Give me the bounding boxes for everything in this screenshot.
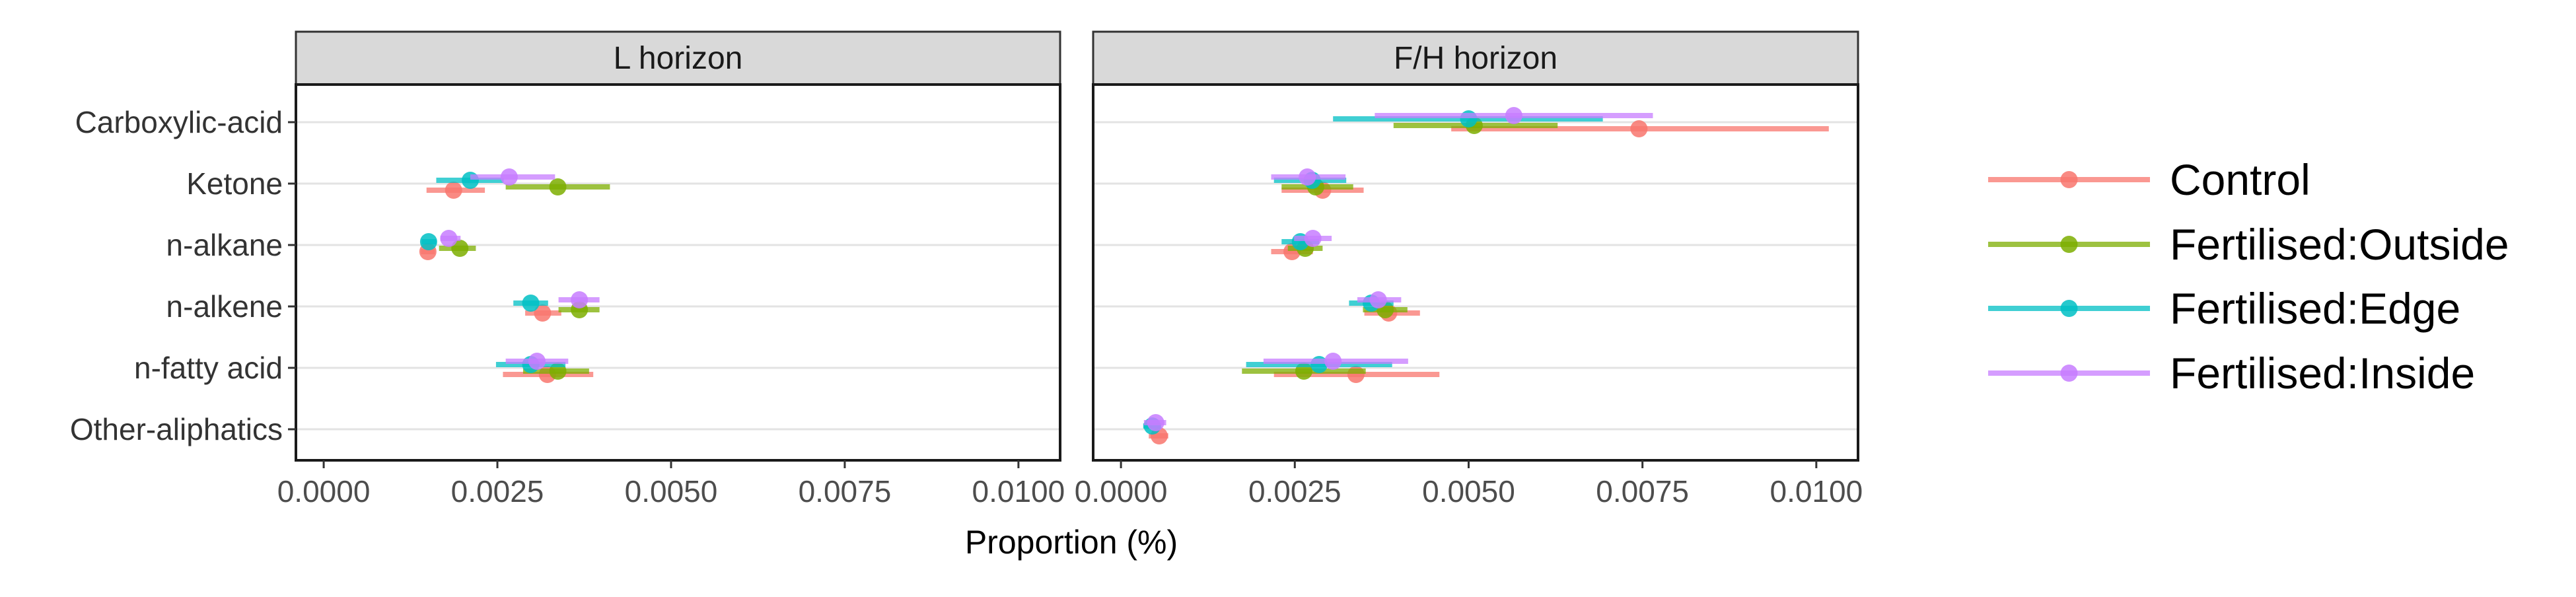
- category-label: Other-aliphatics: [70, 412, 283, 446]
- category-label: Carboxylic-acid: [75, 105, 283, 139]
- point-fertilised-edge: [1460, 110, 1478, 127]
- point-fertilised-inside: [1369, 291, 1387, 308]
- strip-background: [295, 30, 1061, 86]
- point-fertilised-edge: [419, 233, 437, 250]
- point-fertilised-edge: [522, 295, 540, 312]
- legend-item-fertilised-outside: Fertilised:Outside: [1988, 220, 2509, 269]
- panels: L horizon F/H horizon: [295, 30, 1859, 462]
- x-tick-label: 0.0025: [451, 474, 544, 509]
- point-fertilised-inside: [440, 230, 458, 247]
- point-control: [534, 304, 552, 322]
- y-axis: Carboxylic-acid Ketone n-alkane n-alkene n-f…: [70, 105, 296, 446]
- point-fertilised-inside: [571, 291, 589, 308]
- legend: Control Fertilised:Outside Fertilised:Edge…: [1988, 155, 2509, 398]
- x-tick-label: 0.0025: [1248, 474, 1342, 509]
- plot-area: [296, 85, 1060, 460]
- point-fertilised-inside: [1324, 353, 1342, 370]
- legend-item-fertilised-inside: Fertilised:Inside: [1988, 349, 2475, 398]
- category-label: n-alkene: [166, 289, 283, 324]
- x-tick-label: 0.0100: [1770, 474, 1863, 509]
- point-fertilised-outside: [451, 240, 469, 257]
- point-fertilised-inside: [528, 353, 546, 370]
- x-tick-label: 0.0075: [799, 474, 892, 509]
- point-fertilised-inside: [500, 168, 518, 186]
- legend-swatch-point: [2060, 171, 2078, 188]
- legend-label: Fertilised:Edge: [2170, 284, 2460, 333]
- point-fertilised-outside: [549, 178, 567, 195]
- point-fertilised-edge: [462, 172, 480, 189]
- strip-background: [1092, 30, 1859, 86]
- x-axis-title: Proportion (%): [965, 524, 1178, 561]
- plot-area: [1093, 85, 1858, 460]
- panel-l-horizon: L horizon: [295, 30, 1061, 462]
- point-control: [1630, 120, 1648, 137]
- legend-label: Fertilised:Outside: [2170, 220, 2509, 269]
- legend-item-fertilised-edge: Fertilised:Edge: [1988, 284, 2460, 333]
- x-tick-label: 0.0000: [277, 474, 371, 509]
- strip-label: F/H horizon: [1394, 41, 1557, 76]
- legend-swatch-point: [2060, 300, 2078, 317]
- point-control: [1347, 366, 1365, 383]
- x-tick-label: 0.0050: [1422, 474, 1515, 509]
- legend-swatch-point: [2060, 365, 2078, 382]
- x-tick-label: 0.0100: [972, 474, 1065, 509]
- panel-border: [1092, 83, 1859, 462]
- x-tick-label: 0.0075: [1596, 474, 1689, 509]
- x-axes: 0.0000 0.0025 0.0050 0.0075 0.0100 0.0000 0.00…: [277, 460, 1863, 509]
- legend-item-control: Control: [1988, 155, 2310, 204]
- legend-swatch-point: [2060, 236, 2078, 253]
- category-label: n-alkane: [166, 228, 283, 262]
- category-label: Ketone: [186, 166, 283, 201]
- point-control: [445, 182, 462, 199]
- point-fertilised-inside: [1299, 168, 1316, 186]
- point-fertilised-inside: [1304, 230, 1322, 247]
- point-fertilised-inside: [1505, 107, 1522, 124]
- category-label: n-fatty acid: [134, 351, 283, 385]
- legend-label: Fertilised:Inside: [2170, 349, 2475, 398]
- strip-label: L horizon: [614, 41, 743, 76]
- x-tick-label: 0.0000: [1075, 474, 1168, 509]
- point-fertilised-inside: [1147, 414, 1164, 431]
- panel-border: [295, 83, 1061, 462]
- panel-f-h-horizon: F/H horizon: [1092, 30, 1859, 462]
- legend-label: Control: [2170, 155, 2310, 204]
- x-tick-label: 0.0050: [625, 474, 718, 509]
